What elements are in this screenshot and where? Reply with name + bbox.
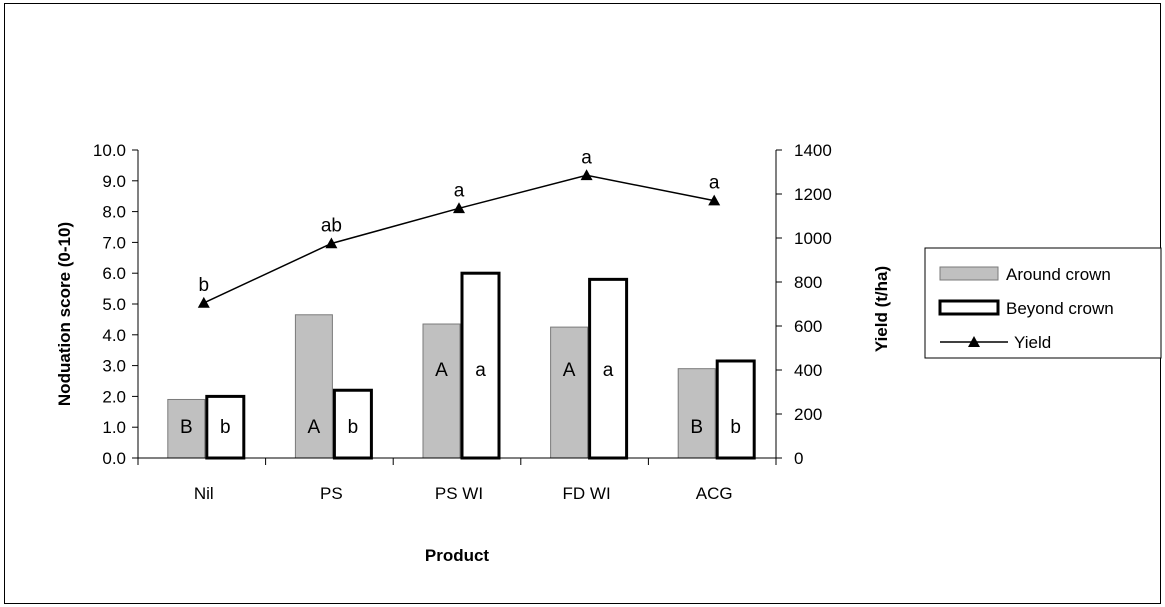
y-tick-label-0: 0.0 — [102, 449, 126, 468]
yield-point-4 — [708, 194, 721, 206]
legend-label-beyond-crown: Beyond crown — [1006, 299, 1114, 318]
bar-beyond-crown-2 — [460, 271, 501, 460]
bar-beyond-crown-label-0: b — [220, 417, 231, 438]
yield-label-4: a — [709, 173, 720, 194]
y-tick-label-6: 6.0 — [102, 264, 126, 283]
x-tick-label-0: Nil — [194, 484, 214, 503]
y2-tick-label-6: 1200 — [794, 185, 832, 204]
bar-around-crown-1 — [294, 314, 333, 459]
y-tick-label-1: 1.0 — [102, 418, 126, 437]
legend-swatch-around-crown — [939, 266, 999, 281]
y2-axis-title: Yield (t/ha) — [872, 266, 891, 352]
yield-label-2: a — [454, 180, 465, 201]
x-tick-label-2: PS WI — [435, 484, 483, 503]
yield-point-1 — [325, 237, 338, 249]
yield-label-0: b — [199, 275, 210, 296]
yield-point-3 — [580, 169, 593, 181]
y2-tick-label-7: 1400 — [794, 141, 832, 160]
legend-swatch-beyond-crown — [938, 299, 1000, 316]
y2-tick-label-2: 400 — [794, 361, 822, 380]
y2-tick-label-5: 1000 — [794, 229, 832, 248]
x-axis-title: Product — [425, 546, 490, 565]
y-tick-label-2: 2.0 — [102, 387, 126, 406]
yield-label-3: a — [581, 147, 592, 168]
legend-swatch-yield-marker — [968, 336, 980, 347]
bar-around-crown-label-4: B — [690, 417, 703, 438]
y2-tick-label-0: 0 — [794, 449, 803, 468]
bar-beyond-crown-label-1: b — [348, 417, 359, 438]
bar-around-crown-label-0: B — [180, 417, 193, 438]
bar-beyond-crown-label-2: a — [475, 360, 486, 381]
y-tick-label-5: 5.0 — [102, 295, 126, 314]
bar-beyond-crown-4 — [715, 359, 756, 460]
bar-around-crown-3 — [550, 326, 589, 459]
yield-label-1: ab — [321, 216, 342, 237]
bar-around-crown-label-2: A — [435, 360, 448, 381]
bar-around-crown-label-3: A — [563, 360, 576, 381]
y-axis-title: Noduation score (0-10) — [55, 222, 74, 406]
x-tick-label-1: PS — [320, 484, 343, 503]
bar-around-crown-label-1: A — [308, 417, 321, 438]
y-tick-label-3: 3.0 — [102, 357, 126, 376]
yield-point-2 — [453, 202, 465, 214]
y-tick-label-4: 4.0 — [102, 326, 126, 345]
legend-label-yield: Yield — [1014, 333, 1051, 352]
bar-beyond-crown-0 — [205, 394, 246, 460]
bar-around-crown-2 — [422, 323, 461, 459]
y2-tick-label-3: 600 — [794, 317, 822, 336]
bar-beyond-crown-label-3: a — [603, 360, 614, 381]
bar-beyond-crown-label-4: b — [730, 417, 741, 438]
y2-tick-label-4: 800 — [794, 273, 822, 292]
x-tick-label-4: ACG — [696, 484, 733, 503]
y-tick-label-7: 7.0 — [102, 233, 126, 252]
y-tick-label-10: 10.0 — [93, 141, 126, 160]
bar-around-crown-4 — [677, 368, 716, 459]
y2-tick-label-1: 200 — [794, 405, 822, 424]
y-tick-label-8: 8.0 — [102, 203, 126, 222]
legend-label-around-crown: Around crown — [1006, 265, 1111, 284]
x-tick-label-3: FD WI — [563, 484, 611, 503]
y-tick-label-9: 9.0 — [102, 172, 126, 191]
yield-point-0 — [197, 296, 210, 308]
bar-around-crown-0 — [167, 398, 206, 459]
